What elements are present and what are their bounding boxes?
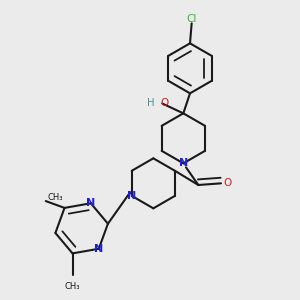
Text: N: N [86, 198, 95, 208]
Text: N: N [179, 158, 188, 168]
Text: H: H [147, 98, 155, 109]
Text: Cl: Cl [187, 14, 197, 24]
Text: O: O [160, 98, 168, 109]
Text: O: O [223, 178, 231, 188]
Text: CH₃: CH₃ [65, 282, 80, 291]
Text: N: N [94, 244, 104, 254]
Text: N: N [127, 191, 136, 201]
Text: CH₃: CH₃ [47, 193, 63, 202]
